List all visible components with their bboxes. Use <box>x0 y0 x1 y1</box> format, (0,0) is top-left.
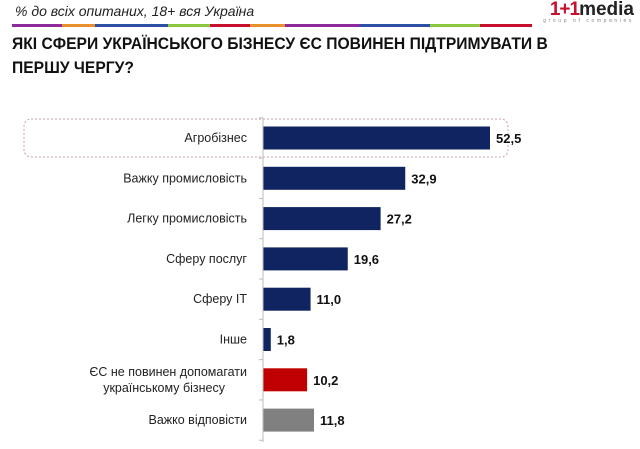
value-label: 52,5 <box>496 131 521 146</box>
category-label: ЄС не повинен допомагати українському біз… <box>89 365 247 395</box>
stripe-segment <box>12 24 62 27</box>
stripe-segment <box>62 24 95 27</box>
bar <box>263 287 311 311</box>
logo-tagline: group of companies <box>543 18 634 24</box>
value-label: 11,8 <box>320 413 345 428</box>
logo: 1+1media group of companies <box>543 0 634 24</box>
stripe-segment <box>210 24 250 27</box>
category-label: Легку промисловість <box>127 212 247 226</box>
logo-line: 1+1media <box>543 0 634 19</box>
bar <box>263 166 406 190</box>
survey-subtitle: % до всіх опитаних, 18+ вся Україна <box>15 3 255 19</box>
logo-mark: 1+1 <box>549 0 580 20</box>
stripe-segment <box>250 24 285 27</box>
stripe-segment <box>285 24 360 27</box>
value-label: 19,6 <box>354 252 379 267</box>
bar <box>263 368 308 392</box>
color-stripe <box>12 24 532 27</box>
value-label: 10,2 <box>313 373 338 388</box>
stripe-segment <box>480 24 532 27</box>
stripe-segment <box>168 24 210 27</box>
stripe-segment <box>360 24 430 27</box>
bar <box>263 408 315 432</box>
chart-title: ЯКІ СФЕРИ УКРАЇНСЬКОГО БІЗНЕСУ ЄС ПОВИНЕ… <box>12 34 548 77</box>
value-label: 32,9 <box>411 171 436 186</box>
logo-word: media <box>579 0 634 20</box>
value-label: 11,0 <box>317 292 342 307</box>
category-label: Важко відповісти <box>149 413 248 427</box>
stripe-segment <box>95 24 168 27</box>
bar <box>263 207 381 231</box>
category-label: Агробізнес <box>184 131 247 145</box>
category-label: Сферу послуг <box>166 252 247 266</box>
stripe-segment <box>430 24 480 27</box>
value-label: 27,2 <box>387 212 412 227</box>
bar <box>263 328 271 351</box>
highlight-box <box>23 118 509 158</box>
category-label: Сферу IT <box>193 292 247 306</box>
category-label: Інше <box>220 333 247 347</box>
bar <box>263 247 348 271</box>
category-label: Важку промисловість <box>123 171 247 185</box>
bar <box>263 126 490 150</box>
value-label: 1,8 <box>277 333 295 348</box>
